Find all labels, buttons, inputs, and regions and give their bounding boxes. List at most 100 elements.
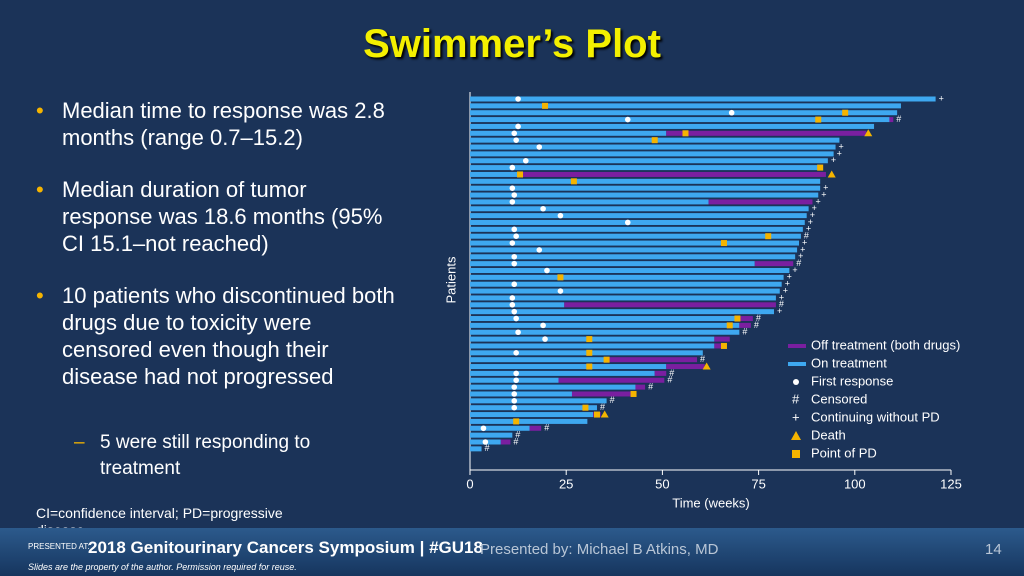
end-marker: + xyxy=(810,210,815,220)
legend-label: Censored xyxy=(811,391,867,406)
on-treatment-bar xyxy=(470,316,740,322)
pd-marker xyxy=(582,404,589,411)
sub-bullet: –5 were still responding to treatment xyxy=(74,430,374,482)
on-treatment-bar xyxy=(470,123,875,129)
response-marker xyxy=(511,192,518,198)
off-treatment-bar xyxy=(666,130,867,136)
x-tick-label: 0 xyxy=(466,476,473,491)
end-marker: + xyxy=(792,265,797,275)
off-treatment-bar xyxy=(739,322,751,328)
response-marker xyxy=(482,439,489,445)
on-treatment-bar xyxy=(470,343,715,349)
on-treatment-bar xyxy=(470,302,565,308)
end-marker: # xyxy=(667,375,672,385)
end-marker: + xyxy=(798,251,803,261)
pd-marker xyxy=(720,342,727,349)
on-treatment-bar xyxy=(470,185,821,191)
end-marker: + xyxy=(939,93,944,103)
off-treatment-bar xyxy=(666,364,705,370)
slide-title: Swimmer’s Plot xyxy=(363,22,661,66)
off-treatment-bar xyxy=(754,261,794,267)
pd-marker xyxy=(557,274,564,281)
on-treatment-bar xyxy=(470,130,667,136)
x-axis-label: Time (weeks) xyxy=(672,495,750,510)
on-treatment-bar xyxy=(470,432,513,438)
end-marker: # xyxy=(600,402,605,412)
response-marker xyxy=(511,308,518,315)
bullet: • Median time to response was 2.8 months … xyxy=(36,97,396,151)
on-treatment-bar xyxy=(470,171,521,177)
end-marker: + xyxy=(785,279,790,289)
response-marker xyxy=(513,315,519,322)
response-marker xyxy=(522,157,529,164)
end-marker: # xyxy=(669,368,674,378)
response-marker xyxy=(509,240,516,246)
response-marker xyxy=(557,212,564,219)
on-treatment-bar xyxy=(470,96,936,102)
on-treatment-bar xyxy=(470,309,774,315)
response-marker xyxy=(557,288,564,294)
response-marker xyxy=(542,336,548,342)
response-marker xyxy=(480,425,487,432)
on-treatment-bar xyxy=(470,199,709,205)
end-marker: # xyxy=(796,258,801,268)
x-tick-label: 25 xyxy=(559,476,573,491)
end-marker: + xyxy=(783,285,788,295)
on-treatment-bar xyxy=(470,219,805,225)
pd-marker xyxy=(726,322,733,329)
death-marker xyxy=(600,410,609,418)
pd-marker xyxy=(513,418,520,425)
on-treatment-bar xyxy=(470,261,755,267)
end-marker: # xyxy=(700,354,705,364)
on-treatment-bar xyxy=(470,425,530,431)
end-marker: # xyxy=(756,313,761,323)
response-marker xyxy=(624,116,631,123)
response-marker xyxy=(515,96,521,102)
on-treatment-bar xyxy=(470,240,800,246)
response-marker xyxy=(511,391,518,397)
on-treatment-bar xyxy=(470,254,796,260)
x-tick-label: 50 xyxy=(655,476,669,491)
pd-marker xyxy=(593,411,600,418)
response-marker xyxy=(511,281,518,288)
pd-marker xyxy=(765,233,772,240)
pd-marker xyxy=(817,164,824,171)
response-marker xyxy=(513,137,519,143)
pd-marker xyxy=(651,137,658,144)
death-marker xyxy=(702,362,711,370)
response-marker xyxy=(513,370,519,377)
response-marker xyxy=(536,144,543,150)
on-treatment-bar xyxy=(470,233,801,239)
response-marker xyxy=(515,329,521,336)
end-marker: # xyxy=(610,395,615,405)
response-marker xyxy=(511,404,518,411)
end-marker: + xyxy=(821,189,826,199)
x-tick-label: 125 xyxy=(940,476,962,491)
end-marker: + xyxy=(802,237,807,247)
off-treatment-bar xyxy=(500,439,511,445)
legend-swatch: + xyxy=(792,409,800,424)
off-treatment-bar xyxy=(571,391,632,397)
pd-marker xyxy=(682,130,689,137)
sub-marker: – xyxy=(74,432,85,453)
on-treatment-bar xyxy=(470,158,828,164)
on-treatment-bar xyxy=(470,418,588,424)
on-treatment-bar xyxy=(470,110,898,116)
bullet-marker: • xyxy=(36,283,44,308)
legend-label: Point of PD xyxy=(811,445,877,460)
pd-marker xyxy=(734,315,741,322)
legend-swatch xyxy=(791,431,801,440)
response-marker xyxy=(511,253,518,260)
response-marker xyxy=(540,205,546,212)
chart: Patients Time (weeks) 0 25 50 75 100 125#####… xyxy=(443,92,962,510)
end-marker: + xyxy=(779,292,784,302)
on-treatment-bar xyxy=(470,103,901,109)
off-treatment-bar xyxy=(889,117,894,123)
on-treatment-bar xyxy=(470,151,834,157)
response-marker xyxy=(515,123,521,130)
response-marker xyxy=(544,267,550,274)
legend-label: On treatment xyxy=(811,355,887,370)
pd-marker xyxy=(815,116,822,123)
pd-marker xyxy=(586,363,593,370)
